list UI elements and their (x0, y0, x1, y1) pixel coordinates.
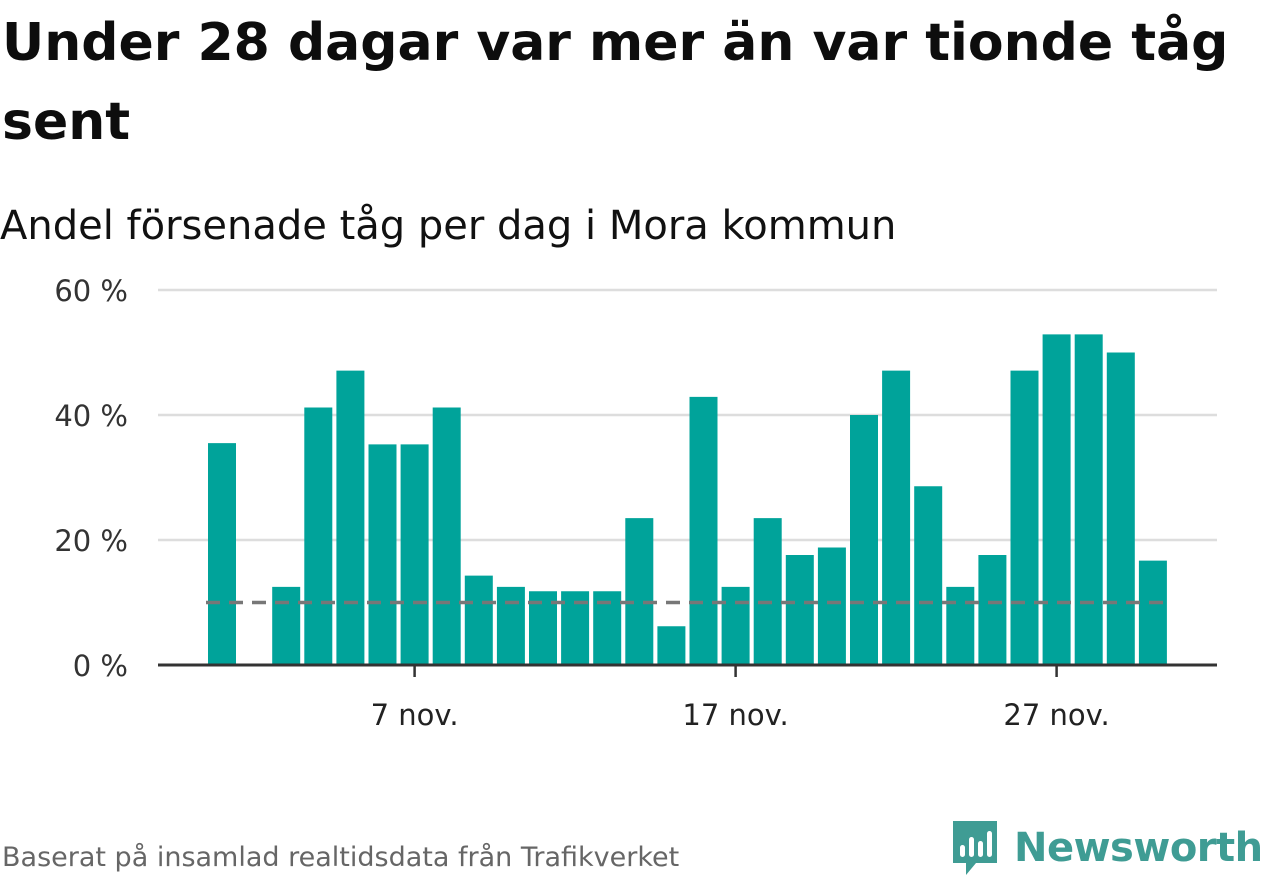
brand-name: Newsworthy (1014, 825, 1262, 871)
bar (1042, 334, 1071, 665)
bar (817, 547, 846, 665)
source-note: Baserat på insamlad realtidsdata från Tr… (2, 842, 680, 873)
bar (978, 555, 1007, 665)
bar (850, 415, 878, 665)
x-tick-label: 7 nov. (371, 698, 459, 732)
y-tick-label: 0 % (73, 649, 128, 683)
bar (914, 486, 943, 665)
bar (400, 444, 429, 665)
chart-subtitle: Andel försenade tåg per dag i Mora kommu… (0, 203, 897, 249)
bar (304, 407, 333, 665)
bar (753, 518, 782, 665)
y-tick-label: 40 % (54, 399, 128, 433)
bar (721, 586, 750, 665)
bar (882, 370, 911, 665)
bar (625, 518, 654, 665)
brand-logo: Newsworthy (950, 818, 1262, 878)
bar (368, 444, 397, 665)
x-tick-label: 27 nov. (1003, 698, 1109, 732)
chart-title: Under 28 dagar var mer än var tionde tåg… (2, 13, 1229, 152)
bars (208, 334, 1167, 665)
bar (208, 443, 236, 665)
bar (1074, 334, 1103, 665)
bar (1010, 370, 1039, 665)
y-axis-ticks: 0 % 20 % 40 % 60 % (54, 274, 128, 683)
bar (464, 575, 493, 665)
bar (1138, 560, 1167, 665)
bar (946, 586, 975, 665)
newsworthy-logo-icon (953, 821, 997, 875)
y-gridlines (158, 288, 1217, 542)
bar (272, 586, 301, 665)
bar (657, 626, 686, 665)
bar (689, 396, 718, 665)
y-tick-label: 20 % (54, 524, 128, 558)
bar (336, 370, 365, 665)
y-tick-label: 60 % (54, 274, 128, 308)
x-axis: 7 nov. 17 nov. 27 nov. (158, 663, 1217, 732)
bar (1106, 352, 1135, 665)
x-tick-label: 17 nov. (682, 698, 788, 732)
bar-chart: 0 % 20 % 40 % 60 % 7 nov. 17 nov. 27 nov. (54, 274, 1217, 732)
bar (432, 407, 461, 665)
bar (785, 555, 814, 665)
bar (496, 586, 525, 665)
